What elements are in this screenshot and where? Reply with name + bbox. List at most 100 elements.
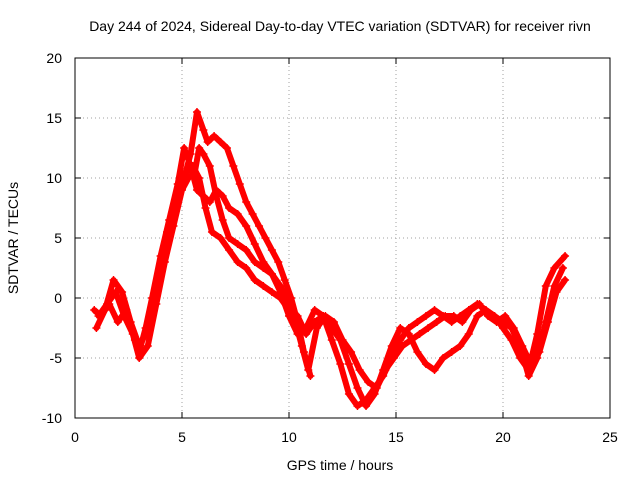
data-point [242, 198, 251, 206]
data-point [458, 318, 467, 326]
data-point [484, 312, 493, 320]
data-point [370, 390, 379, 398]
data-point [143, 342, 152, 350]
data-point [421, 312, 430, 320]
data-point [186, 150, 195, 158]
grid-lines [75, 58, 610, 418]
data-point [389, 354, 398, 362]
data-point [550, 264, 559, 272]
data-point [347, 348, 356, 356]
data-point [441, 312, 450, 320]
data-point [535, 348, 544, 356]
data-point [128, 330, 137, 338]
data-point [135, 354, 144, 362]
data-point [552, 288, 561, 296]
y-tick-label: 15 [46, 110, 62, 126]
data-point [381, 366, 390, 374]
data-point [92, 324, 101, 332]
data-point [235, 180, 244, 188]
x-axis-label: GPS time / hours [287, 457, 394, 473]
data-point [312, 324, 321, 332]
data-point [473, 312, 482, 320]
x-tick-label: 0 [71, 429, 79, 445]
data-point [432, 318, 441, 326]
data-point [302, 330, 311, 338]
data-point [216, 234, 225, 242]
data-point [233, 258, 242, 266]
data-point [466, 306, 475, 314]
x-tick-label: 5 [178, 429, 186, 445]
data-point [372, 384, 381, 392]
data-point [261, 234, 270, 242]
data-point [180, 174, 189, 182]
data-point [492, 318, 501, 326]
data-point [90, 306, 99, 314]
data-point [267, 270, 276, 278]
data-point [456, 342, 465, 350]
data-point [362, 402, 371, 410]
data-point [299, 348, 308, 356]
data-point [111, 288, 120, 296]
data-point [430, 306, 439, 314]
data-point [222, 144, 231, 152]
data-point [550, 282, 559, 290]
data-point [225, 204, 234, 212]
data-point [396, 324, 405, 332]
x-tick-label: 10 [281, 429, 297, 445]
y-axis-label: SDTVAR / TECUs [5, 182, 21, 294]
data-point [293, 318, 302, 326]
data-point [233, 240, 242, 248]
data-point [199, 150, 208, 158]
data-point [145, 318, 154, 326]
data-point [207, 228, 216, 236]
data-point [449, 312, 458, 320]
data-point [229, 162, 238, 170]
data-point [195, 174, 204, 182]
data-point [526, 360, 535, 368]
data-point [387, 342, 396, 350]
chart-title: Day 244 of 2024, Sidereal Day-to-day VTE… [89, 18, 591, 34]
data-point [329, 318, 338, 326]
data-point [424, 324, 433, 332]
data-point [336, 360, 345, 368]
data-point [287, 294, 296, 302]
data-point [218, 216, 227, 224]
data-point [259, 282, 268, 290]
data-point [233, 210, 242, 218]
data-point [561, 276, 570, 284]
data-point [353, 402, 362, 410]
data-point [242, 222, 251, 230]
data-point [274, 258, 283, 266]
data-point [109, 276, 118, 284]
data-point [267, 246, 276, 254]
x-tick-label: 25 [602, 429, 618, 445]
data-point [201, 204, 210, 212]
data-point [225, 246, 234, 254]
data-point [250, 240, 259, 248]
data-point [344, 360, 353, 368]
data-point [543, 318, 552, 326]
tick-labels: 0 5 10 15 20 25 -10 -5 0 5 10 15 20 [42, 50, 618, 445]
data-point [321, 312, 330, 320]
data-point [250, 258, 259, 266]
data-point [94, 312, 103, 320]
data-point [327, 336, 336, 344]
data-point [406, 336, 415, 344]
data-point [518, 342, 527, 350]
data-point [216, 138, 225, 146]
x-tick-label: 15 [388, 429, 404, 445]
y-tick-label: 0 [54, 290, 62, 306]
data-point [447, 348, 456, 356]
plot-area [90, 108, 570, 410]
data-point [421, 360, 430, 368]
data-point [259, 264, 268, 272]
data-point [192, 108, 201, 116]
data-point [103, 300, 112, 308]
y-tick-label: -10 [42, 410, 62, 426]
data-point [310, 306, 319, 314]
data-point [190, 168, 199, 176]
y-tick-label: 10 [46, 170, 62, 186]
data-point [242, 264, 251, 272]
data-point [501, 312, 510, 320]
